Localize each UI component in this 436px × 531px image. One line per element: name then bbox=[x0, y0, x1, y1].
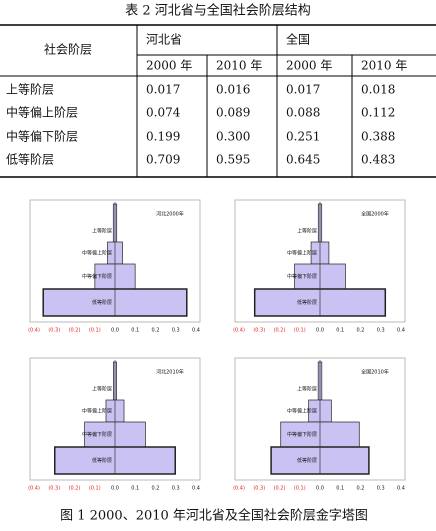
figure-caption: 图 1 2000、2010 年河北省及全国社会阶层金字塔图 bbox=[60, 508, 368, 524]
x-tick-label: 0.3 bbox=[377, 486, 385, 492]
category-label: 低等阶层 bbox=[92, 299, 112, 306]
chart-title: 河北2010年 bbox=[156, 369, 184, 376]
x-tick-label: (0.3) bbox=[253, 486, 265, 492]
category-label: 中等偏上阶层 bbox=[82, 250, 112, 257]
category-label: 上等阶层 bbox=[297, 386, 317, 393]
x-tick-label: 0.4 bbox=[397, 486, 405, 492]
x-tick-label: (0.3) bbox=[48, 486, 60, 492]
category-label: 中等偏下阶层 bbox=[287, 431, 317, 438]
plot-frame bbox=[29, 357, 201, 481]
x-tick-label: (0.3) bbox=[48, 328, 60, 334]
category-label: 低等阶层 bbox=[92, 457, 112, 464]
table-cell: 0.074 bbox=[146, 106, 181, 120]
x-tick-label: (0.4) bbox=[28, 486, 40, 492]
table-cell: 0.595 bbox=[216, 153, 250, 167]
x-tick-label: (0.2) bbox=[274, 486, 286, 492]
table-cell: 0.089 bbox=[216, 106, 250, 120]
year-header: 2000 年 bbox=[286, 59, 332, 73]
row-label: 上等阶层 bbox=[6, 83, 54, 97]
x-tick-label: 0.3 bbox=[377, 328, 385, 334]
category-label: 中等偏上阶层 bbox=[287, 250, 317, 257]
chart-title: 全国2000年 bbox=[361, 211, 389, 218]
category-label: 低等阶层 bbox=[297, 457, 317, 464]
table-cell: 0.018 bbox=[361, 83, 395, 97]
category-label: 中等偏下阶层 bbox=[82, 273, 112, 280]
table-cell: 0.388 bbox=[361, 130, 395, 144]
x-tick-label: (0.1) bbox=[294, 486, 306, 492]
chart-title: 河北2000年 bbox=[156, 211, 184, 218]
x-tick-label: (0.1) bbox=[89, 328, 101, 334]
table-cell: 0.016 bbox=[216, 83, 250, 97]
row-label: 中等偏下阶层 bbox=[6, 129, 78, 144]
x-tick-label: 0.1 bbox=[336, 328, 344, 334]
x-tick-label: 0.4 bbox=[192, 486, 200, 492]
table-cell: 0.199 bbox=[146, 130, 180, 144]
x-tick-label: 0.1 bbox=[131, 486, 139, 492]
plot-frame bbox=[234, 357, 406, 481]
table-cell: 0.017 bbox=[286, 83, 320, 97]
row-label: 低等阶层 bbox=[6, 153, 54, 167]
x-tick-label: 0.2 bbox=[357, 328, 365, 334]
table-title: 表 2 河北省与全国社会阶层结构 bbox=[125, 3, 311, 19]
x-tick-label: (0.1) bbox=[294, 328, 306, 334]
category-label: 中等偏下阶层 bbox=[82, 431, 112, 438]
x-tick-label: (0.3) bbox=[253, 328, 265, 334]
row-label: 中等偏上阶层 bbox=[6, 105, 78, 120]
category-label: 中等偏下阶层 bbox=[287, 273, 317, 280]
category-label: 低等阶层 bbox=[297, 299, 317, 306]
x-tick-label: (0.4) bbox=[233, 328, 245, 334]
x-tick-label: (0.1) bbox=[89, 486, 101, 492]
category-label: 上等阶层 bbox=[297, 228, 317, 235]
table-cell: 0.709 bbox=[146, 153, 180, 167]
x-tick-label: (0.4) bbox=[233, 486, 245, 492]
x-tick-label: 0.3 bbox=[172, 486, 180, 492]
group-header: 全国 bbox=[286, 32, 310, 47]
year-header: 2000 年 bbox=[146, 59, 192, 73]
category-label: 上等阶层 bbox=[92, 386, 112, 393]
x-tick-label: 0.0 bbox=[316, 486, 324, 492]
x-tick-label: (0.4) bbox=[28, 328, 40, 334]
x-tick-label: 0.1 bbox=[336, 486, 344, 492]
x-tick-label: 0.4 bbox=[397, 328, 405, 334]
chart-title: 全国2010年 bbox=[361, 369, 389, 376]
x-tick-label: 0.2 bbox=[152, 328, 160, 334]
year-header: 2010 年 bbox=[216, 59, 262, 73]
x-tick-label: 0.2 bbox=[152, 486, 160, 492]
x-tick-label: 0.4 bbox=[192, 328, 200, 334]
table-rules bbox=[0, 24, 436, 178]
category-label: 上等阶层 bbox=[92, 228, 112, 235]
x-tick-label: (0.2) bbox=[69, 486, 81, 492]
table-cell: 0.251 bbox=[286, 130, 320, 144]
x-tick-label: 0.0 bbox=[111, 486, 119, 492]
table-cell: 0.017 bbox=[146, 83, 180, 97]
row-header: 社会阶层 bbox=[44, 42, 92, 57]
group-header: 河北省 bbox=[146, 33, 182, 47]
table-cell: 0.112 bbox=[361, 106, 395, 120]
x-tick-label: 0.0 bbox=[316, 328, 324, 334]
plot-frame bbox=[234, 199, 406, 323]
x-tick-label: 0.0 bbox=[111, 328, 119, 334]
table-cell: 0.645 bbox=[286, 153, 320, 167]
table-cell: 0.088 bbox=[286, 106, 320, 120]
year-header: 2010 年 bbox=[361, 59, 407, 73]
table-cell: 0.300 bbox=[216, 130, 250, 144]
x-tick-label: (0.2) bbox=[69, 328, 81, 334]
x-tick-label: 0.1 bbox=[131, 328, 139, 334]
x-tick-label: (0.2) bbox=[274, 328, 286, 334]
x-tick-label: 0.3 bbox=[172, 328, 180, 334]
category-label: 中等偏上阶层 bbox=[287, 408, 317, 415]
x-tick-label: 0.2 bbox=[357, 486, 365, 492]
table-cell: 0.483 bbox=[361, 153, 395, 167]
category-label: 中等偏上阶层 bbox=[82, 408, 112, 415]
plot-frame bbox=[29, 199, 201, 323]
